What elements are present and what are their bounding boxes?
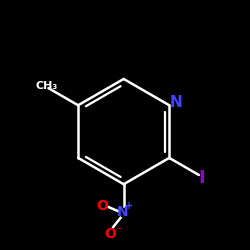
Text: N: N xyxy=(170,94,182,110)
Text: O: O xyxy=(96,198,108,212)
Text: ⁻: ⁻ xyxy=(116,226,122,236)
Text: +: + xyxy=(126,201,134,211)
Text: CH₃: CH₃ xyxy=(35,81,58,91)
Text: I: I xyxy=(198,169,205,187)
Text: O: O xyxy=(104,228,116,241)
Text: N: N xyxy=(116,205,128,219)
